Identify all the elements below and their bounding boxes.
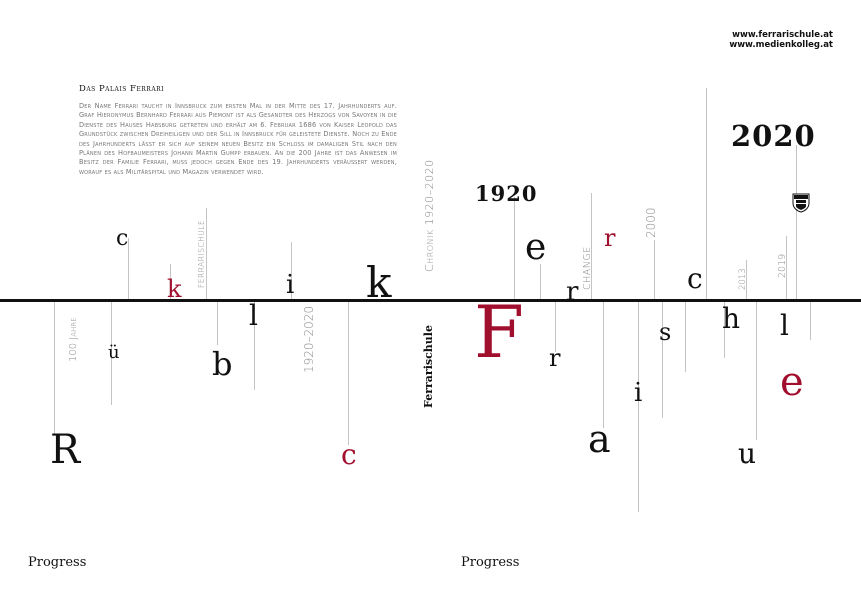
rule-k1	[170, 264, 171, 300]
letter-h: h	[722, 302, 741, 335]
footer-progress-left: Progress	[28, 555, 87, 570]
rule-l2	[810, 300, 811, 340]
rule-1920	[514, 197, 515, 300]
rule-s	[662, 300, 663, 418]
label-change: Change	[582, 246, 593, 290]
label-ferrarischule-bold: Ferrarischule	[422, 325, 435, 408]
rule-tall	[706, 88, 707, 300]
rule-2013	[746, 260, 747, 300]
article-body: Der Name Ferrari taucht in Innsbruck zum…	[79, 102, 397, 176]
rule-c3	[685, 300, 686, 372]
rule-e1	[540, 264, 541, 300]
letter-s: s	[659, 318, 672, 346]
letter-i2: i	[634, 378, 643, 408]
rule-r1	[555, 300, 556, 352]
label-2013: 2013	[738, 268, 748, 290]
rule-c1	[128, 238, 129, 300]
label-2019: 2019	[777, 253, 788, 278]
rule-a	[603, 300, 604, 428]
rule-2019	[786, 236, 787, 300]
rule-change	[591, 193, 592, 300]
rule-u	[756, 300, 757, 440]
letter-i1: i	[286, 270, 295, 300]
rule-c2	[348, 300, 349, 445]
rule-ue	[111, 300, 112, 405]
letter-r1: r	[549, 344, 561, 372]
footer-progress-right: Progress	[461, 555, 520, 570]
year-2020: 2020	[731, 119, 816, 153]
letter-F: F	[474, 290, 524, 374]
letter-r2: r	[566, 277, 579, 307]
letter-ue: ü	[108, 342, 120, 363]
letter-c3: c	[687, 262, 703, 295]
letter-l1: l	[249, 299, 258, 332]
letter-u: u	[738, 437, 757, 470]
label-2000: 2000	[644, 207, 658, 238]
letter-a: a	[588, 417, 611, 461]
label-ferrarischule-small: Ferrarischule	[197, 219, 206, 288]
rule-2020	[796, 145, 797, 300]
label-chronik: Chronik 1920–2020	[423, 159, 436, 272]
label-1920-2020: 1920–2020	[302, 305, 316, 373]
letter-c1: c	[116, 226, 129, 251]
timeline-axis	[0, 299, 861, 302]
letter-k2: k	[366, 258, 392, 307]
letter-c2: c	[341, 438, 357, 471]
rule-R	[54, 300, 55, 435]
rule-h	[724, 300, 725, 358]
rule-b	[217, 300, 218, 345]
letter-b: b	[212, 345, 233, 383]
website-links: www.ferrarischule.at www.medienkolleg.at	[729, 30, 833, 50]
article-heading: Das Palais Ferrari	[79, 84, 165, 94]
rule-2000	[654, 240, 655, 300]
letter-r3: r	[604, 224, 616, 252]
coat-of-arms-icon	[792, 193, 810, 213]
rule-i1	[291, 242, 292, 300]
rule-ferrarischule-small	[206, 208, 207, 300]
letter-l2: l	[780, 309, 789, 342]
url-ferrarischule[interactable]: www.ferrarischule.at	[732, 30, 833, 40]
letter-k1: k	[167, 275, 182, 303]
rule-l1	[254, 300, 255, 390]
year-1920: 1920	[475, 181, 538, 206]
letter-e2: e	[780, 359, 804, 405]
label-100-jahre: 100 Jahre	[68, 317, 79, 362]
url-medienkolleg[interactable]: www.medienkolleg.at	[729, 40, 833, 50]
letter-e1: e	[525, 227, 547, 268]
rule-i2	[638, 300, 639, 512]
letter-R: R	[50, 427, 81, 473]
